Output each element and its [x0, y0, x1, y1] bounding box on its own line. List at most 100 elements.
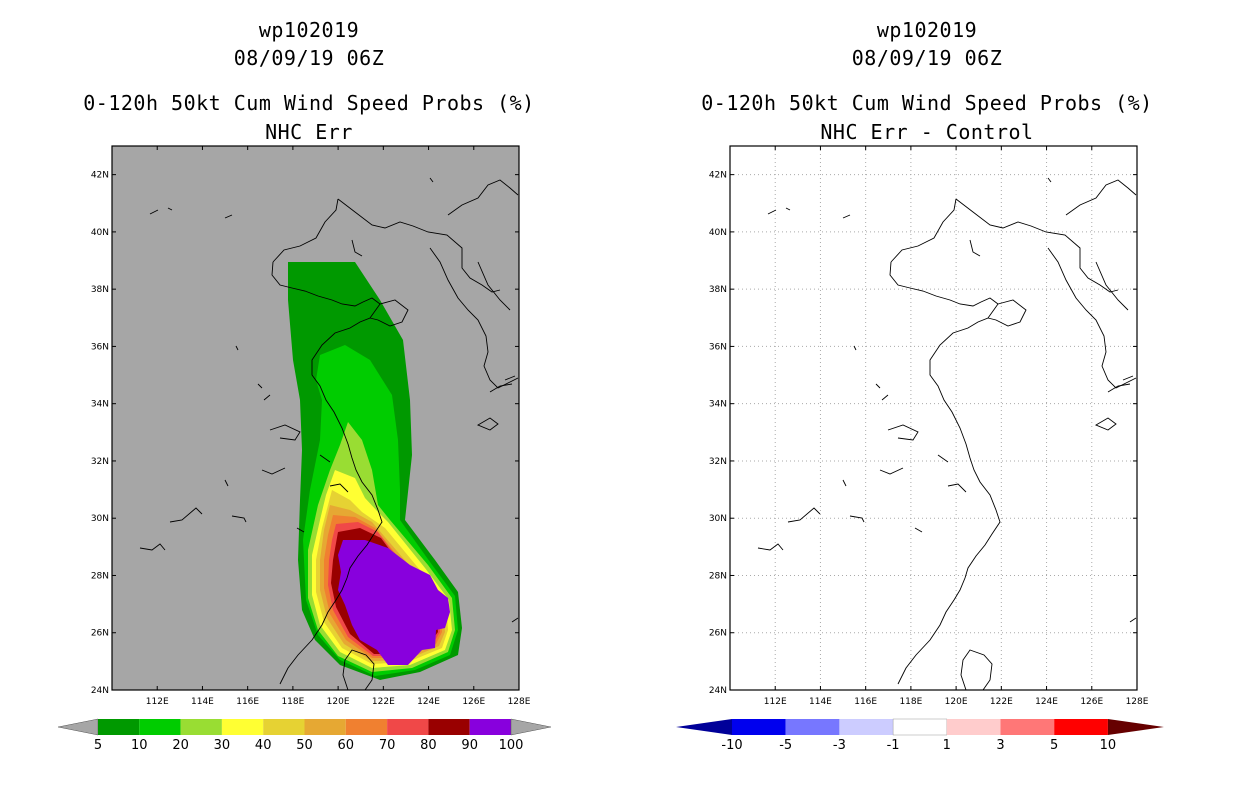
- lat-label: 26N: [709, 629, 727, 639]
- lat-label: 32N: [709, 457, 727, 467]
- lat-label: 30N: [91, 514, 109, 524]
- lon-label: 128E: [1126, 697, 1149, 707]
- lon-label: 122E: [990, 697, 1013, 707]
- colorbar-label: 40: [255, 738, 272, 753]
- lon-label: 124E: [1035, 697, 1058, 707]
- colorbar-swatch: [139, 719, 181, 735]
- colorbar-label: 80: [420, 738, 437, 753]
- lon-label: 124E: [417, 697, 440, 707]
- lon-label: 112E: [764, 697, 787, 707]
- colorbar-low-arrow: [57, 718, 99, 736]
- colorbar-swatch: [221, 719, 264, 735]
- colorbar-swatch: [98, 719, 140, 735]
- colorbar-label: 50: [296, 738, 313, 753]
- axis-ticks: [730, 146, 1138, 691]
- colorbar-label: -10: [721, 738, 742, 753]
- lon-label: 114E: [809, 697, 832, 707]
- model-title: NHC Err - Control: [820, 120, 1034, 144]
- lon-label: 118E: [281, 697, 304, 707]
- bohai-coast: [272, 198, 363, 263]
- lat-label: 26N: [91, 629, 109, 639]
- colorbar-label: 5: [1050, 738, 1058, 753]
- colorbar-label: 100: [499, 738, 524, 753]
- lon-label: 116E: [854, 697, 877, 707]
- lat-label: 28N: [709, 571, 727, 581]
- lat-label: 42N: [709, 171, 727, 181]
- lat-label: 24N: [709, 686, 727, 696]
- grid-frame: 112E 114E 116E 118E 120E 122E 124E 126E 128E 24N…: [709, 145, 1149, 707]
- colorbar-swatch: [263, 719, 305, 735]
- product-title: 0-120h 50kt Cum Wind Speed Probs (%): [83, 91, 535, 115]
- colorbar-label: 20: [172, 738, 189, 753]
- colorbar-swatch: [428, 719, 470, 735]
- colorbar-label: -1: [887, 738, 900, 753]
- korea-border: [447, 179, 519, 216]
- colorbar-swatch: [785, 719, 840, 735]
- lat-label: 38N: [709, 285, 727, 295]
- lon-label: 126E: [462, 697, 485, 707]
- colorbar-swatch: [469, 719, 511, 735]
- colorbar-label: 60: [338, 738, 355, 753]
- coastlines: [757, 177, 1137, 691]
- date-title: 08/09/19 06Z: [851, 46, 1003, 70]
- jeju: [1094, 417, 1117, 431]
- china-north-coast: [271, 198, 501, 685]
- difference-colorbar: -10 -5 -3 -1 1 3 5 10: [676, 718, 1164, 753]
- colorbar-label: 10: [1100, 738, 1117, 753]
- colorbar-swatch: [1000, 719, 1055, 735]
- lat-label: 36N: [709, 342, 727, 352]
- colorbar-label: 1: [943, 738, 951, 753]
- lat-label: 38N: [91, 285, 109, 295]
- colorbar-label: 10: [131, 738, 148, 753]
- korea-coast: [1047, 247, 1137, 389]
- date-title: 08/09/19 06Z: [233, 46, 385, 70]
- colorbar-label: 90: [461, 738, 478, 753]
- lat-label: 36N: [91, 342, 109, 352]
- lon-label: 114E: [191, 697, 214, 707]
- colorbar-swatch: [1054, 719, 1108, 735]
- coastlines: [139, 177, 519, 691]
- colorbar-label: 70: [379, 738, 396, 753]
- lon-label: 112E: [146, 697, 169, 707]
- colorbar-label: -3: [833, 738, 846, 753]
- colorbar-label: -5: [779, 738, 792, 753]
- swath-90: [338, 540, 450, 665]
- lat-label: 28N: [91, 571, 109, 581]
- colorbar-swatch: [180, 719, 222, 735]
- colorbar-high-arrow: [1107, 719, 1164, 735]
- colorbar-high-arrow: [510, 718, 552, 736]
- right-map-svg: 112E 114E 116E 118E 120E 122E 124E 126E 128E 24N…: [676, 145, 1164, 753]
- longitude-labels: 112E 114E 116E 118E 120E 122E 124E 126E 128E: [146, 697, 531, 707]
- jeju: [476, 417, 499, 431]
- lon-label: 122E: [372, 697, 395, 707]
- colorbar-swatch: [345, 719, 388, 735]
- colorbar-label: 3: [996, 738, 1004, 753]
- shandong-coast: [987, 299, 1027, 327]
- inland-lakes: [757, 177, 1052, 551]
- korea-coast: [429, 247, 519, 389]
- latitude-labels: 24N 26N 28N 30N 32N 34N 36N 38N 40N 42N: [91, 171, 109, 696]
- model-title: NHC Err: [265, 120, 353, 144]
- japan-islands: [489, 375, 519, 623]
- colorbar-swatch: [387, 719, 429, 735]
- japan-islands: [1107, 375, 1137, 623]
- lon-label: 120E: [945, 697, 968, 707]
- longitude-labels: 112E 114E 116E 118E 120E 122E 124E 126E 128E: [764, 697, 1149, 707]
- lon-label: 116E: [236, 697, 259, 707]
- right-panel: wp102019 08/09/19 06Z 0-120h 50kt Cum Wi…: [618, 0, 1236, 800]
- colorbar-swatch: [304, 719, 346, 735]
- colorbar-label: 30: [214, 738, 231, 753]
- lon-label: 126E: [1080, 697, 1103, 707]
- left-map-svg: 112E 114E 116E 118E 120E 122E 124E 126E 128E 24N…: [57, 145, 552, 753]
- bohai-coast: [890, 198, 981, 263]
- probability-swath: [288, 262, 462, 680]
- lon-label: 118E: [899, 697, 922, 707]
- probability-colorbar: 5 10 20 30 40 50 60 70 80 90 100: [57, 718, 552, 753]
- lat-label: 40N: [91, 228, 109, 238]
- lon-label: 128E: [508, 697, 531, 707]
- lat-label: 32N: [91, 457, 109, 467]
- map-background: [730, 146, 1137, 690]
- axis-ticks: [112, 146, 520, 691]
- colorbar-swatch: [839, 719, 894, 735]
- product-title: 0-120h 50kt Cum Wind Speed Probs (%): [701, 91, 1153, 115]
